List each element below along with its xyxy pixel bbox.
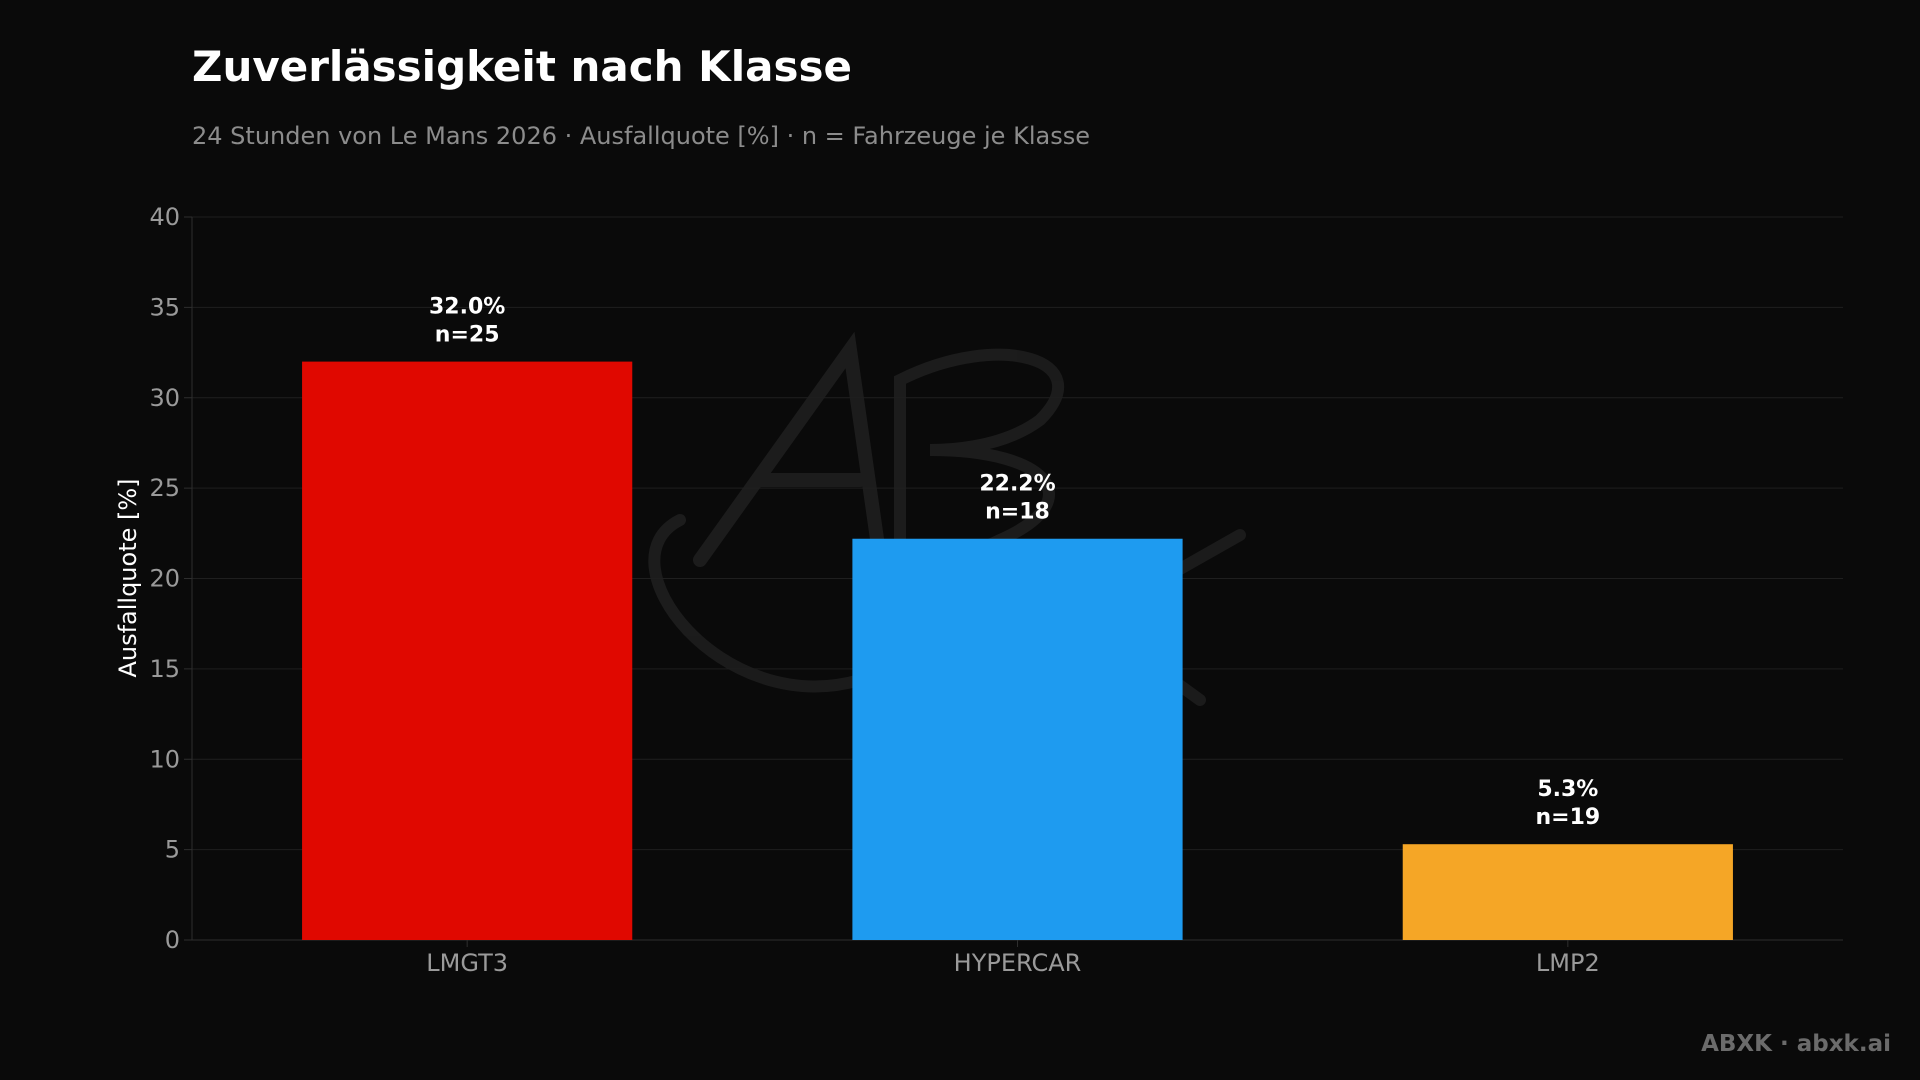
bar-lmp2 xyxy=(1402,844,1733,940)
value-label: 5.3% xyxy=(1537,777,1598,802)
chart-title: Zuverlässigkeit nach Klasse xyxy=(192,42,852,91)
axes: 0 5 10 15 20 25 30 35 40 LMGT3 HYPERCAR LMP2 xyxy=(149,203,1843,977)
y-tick-label: 5 xyxy=(165,836,180,864)
y-tick-label: 30 xyxy=(149,384,180,412)
bars xyxy=(302,361,1733,941)
y-tick-label: 10 xyxy=(149,745,180,773)
n-label: n=18 xyxy=(985,500,1050,525)
bar-hypercar xyxy=(852,538,1183,940)
y-tick-label: 20 xyxy=(149,565,180,593)
chart-subtitle: 24 Stunden von Le Mans 2026 · Ausfallquo… xyxy=(192,122,1090,150)
y-tick-label: 40 xyxy=(149,203,180,231)
y-tick-label: 25 xyxy=(149,474,180,502)
footer-credit: ABXK · abxk.ai xyxy=(1701,1031,1891,1057)
x-tick-label: LMGT3 xyxy=(426,949,508,977)
y-tick-label: 35 xyxy=(149,293,180,321)
n-label: n=25 xyxy=(435,323,500,348)
value-label: 32.0% xyxy=(429,295,505,320)
bar-lmgt3 xyxy=(302,361,633,941)
value-label: 22.2% xyxy=(979,472,1055,497)
x-tick-label: LMP2 xyxy=(1536,949,1600,977)
y-tick-label: 15 xyxy=(149,655,180,683)
y-tick-label: 0 xyxy=(165,926,180,954)
y-axis-title: Ausfallquote [%] xyxy=(114,478,142,677)
data-labels: 32.0% n=25 22.2% n=18 5.3% n=19 xyxy=(429,295,1600,831)
x-tick-label: HYPERCAR xyxy=(954,949,1082,977)
n-label: n=19 xyxy=(1535,805,1600,830)
